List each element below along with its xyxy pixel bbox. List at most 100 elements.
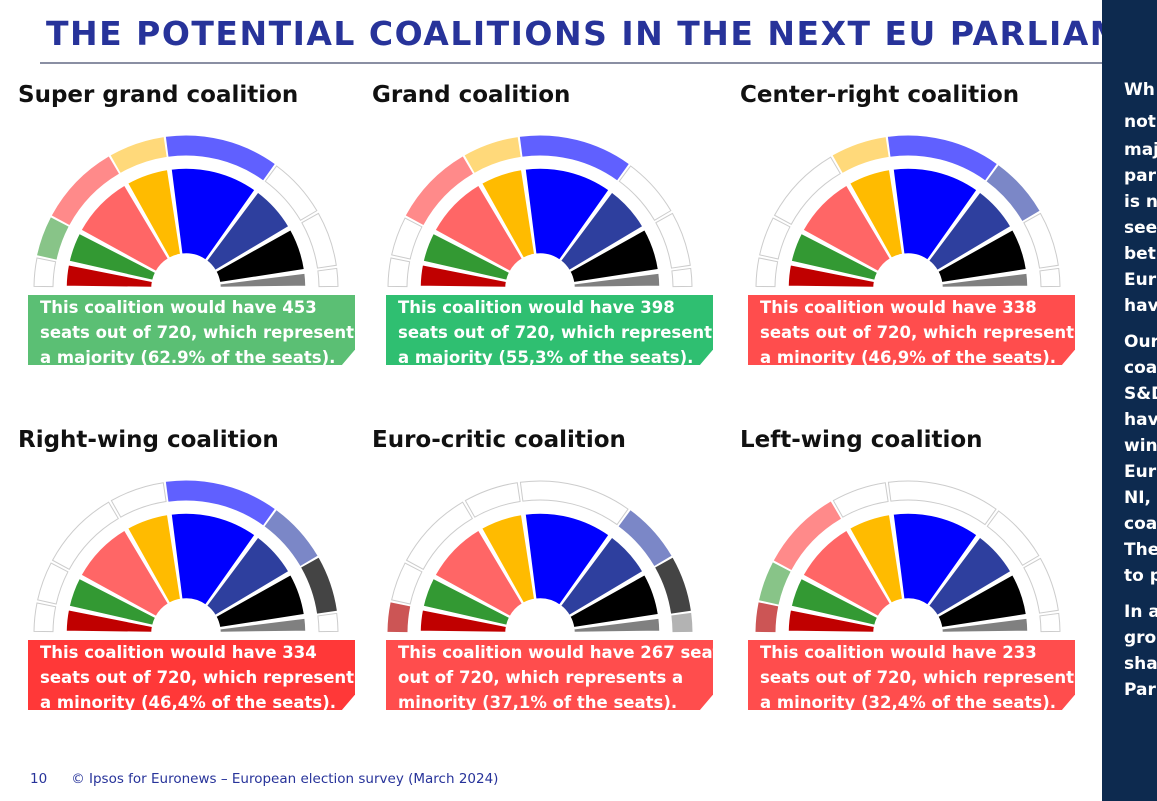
- coalition-panel: Left-wing coalition This coalition would …: [740, 427, 1080, 757]
- coalition-result-box: This coalition would have 453 seats out o…: [28, 295, 355, 365]
- seat-wedge-left: [65, 263, 154, 289]
- sidebar-line: not: [1124, 112, 1156, 132]
- seat-wedge-ni: [572, 617, 661, 634]
- seat-wedge-id: [214, 228, 306, 284]
- sidebar-line: coa: [1124, 358, 1157, 378]
- seat-wedge-epp: [892, 512, 979, 607]
- sidebar-line: coa: [1124, 514, 1157, 534]
- coalition-ring-id: [655, 557, 691, 614]
- seat-wedge-ecr: [927, 190, 1013, 272]
- seat-wedge-ecr: [205, 535, 291, 617]
- coalition-ring-id: [1023, 212, 1059, 269]
- coalition-result-line: This coalition would have 267 seats: [398, 643, 731, 662]
- sidebar-line: hav: [1124, 296, 1157, 316]
- seat-wedge-sd: [79, 528, 170, 618]
- coalition-ring-renew: [464, 482, 521, 518]
- coalition-ring-epp: [887, 135, 997, 181]
- coalition-result-line: a minority (46,4% of the seats).: [40, 693, 337, 712]
- coalition-ring-greens: [759, 562, 791, 605]
- coalition-result-line: out of 720, which represents a: [398, 668, 684, 687]
- coalition-ring-epp: [165, 135, 275, 181]
- seat-wedge-sd: [801, 528, 892, 618]
- seat-wedge-greens: [68, 232, 157, 282]
- seat-wedge-ni: [218, 272, 307, 289]
- seat-wedge-left: [419, 608, 508, 634]
- sidebar-line: Eur: [1124, 462, 1157, 482]
- coalition-result-line: a minority (46,9% of the seats).: [760, 348, 1057, 367]
- sidebar-line: is n: [1124, 192, 1157, 212]
- coalition-result-line: seats out of 720, which represents: [760, 668, 1084, 687]
- coalition-ring-epp: [519, 480, 629, 526]
- seat-wedge-left: [419, 263, 508, 289]
- seat-wedge-greens: [790, 232, 879, 282]
- sidebar-line: bet: [1124, 244, 1156, 264]
- coalition-ring-ni: [671, 612, 693, 633]
- seat-wedge-sd: [79, 183, 170, 273]
- coalition-result-box: This coalition would have 338 seats out o…: [748, 295, 1075, 365]
- coalition-result-box: This coalition would have 233 seats out o…: [748, 640, 1075, 710]
- coalition-ring-sd: [405, 156, 473, 226]
- coalition-ring-ecr: [264, 165, 318, 221]
- coalition-ring-ecr: [986, 510, 1040, 566]
- seat-wedge-left: [787, 263, 876, 289]
- coalition-ring-ecr: [618, 165, 672, 221]
- coalition-panel: Grand coalition This coalition would have…: [372, 82, 713, 412]
- coalition-panel: Center-right coalition This coalition wou…: [740, 82, 1080, 412]
- coalition-ring-id: [655, 212, 691, 269]
- sidebar-line: maj: [1124, 140, 1157, 160]
- seat-wedge-ecr: [559, 535, 645, 617]
- coalition-ring-greens: [37, 217, 69, 260]
- seat-wedge-epp: [524, 167, 611, 262]
- seat-wedge-id: [936, 573, 1028, 629]
- coalition-ring-greens: [759, 217, 791, 260]
- coalition-result-line: This coalition would have 334: [40, 643, 317, 662]
- coalition-ring-left: [387, 257, 411, 288]
- seat-wedge-sd: [801, 183, 892, 273]
- seat-wedge-left: [65, 608, 154, 634]
- coalition-ring-ni: [317, 267, 339, 288]
- sidebar-line: sha: [1124, 654, 1157, 674]
- coalition-ring-id: [301, 212, 337, 269]
- coalition-ring-sd: [773, 156, 841, 226]
- source-credit: © Ipsos for Euronews – European election…: [71, 771, 499, 787]
- hemicycle-chart: [33, 135, 339, 289]
- coalition-ring-left: [33, 257, 57, 288]
- coalition-ring-epp: [887, 480, 997, 526]
- seat-wedge-id: [936, 228, 1028, 284]
- seat-wedge-ni: [572, 272, 661, 289]
- seat-wedge-id: [214, 573, 306, 629]
- coalition-result-line: a minority (32,4% of the seats).: [760, 693, 1057, 712]
- seat-wedge-greens: [422, 577, 511, 627]
- coalition-result-line: a majority (55,3% of the seats).: [398, 348, 694, 367]
- coalition-result-line: a majority (62.9% of the seats).: [40, 348, 336, 367]
- coalition-result-line: seats out of 720, which represents: [40, 668, 364, 687]
- seat-wedge-greens: [790, 577, 879, 627]
- seat-wedge-ecr: [927, 535, 1013, 617]
- sidebar-line: to p: [1124, 566, 1157, 586]
- coalition-ring-id: [301, 557, 337, 614]
- seat-wedge-left: [787, 608, 876, 634]
- coalition-ring-renew: [464, 137, 521, 173]
- sidebar-line: The: [1124, 540, 1157, 560]
- hemicycle-chart: [387, 135, 693, 289]
- seat-wedge-ecr: [205, 190, 291, 272]
- seat-wedge-greens: [422, 232, 511, 282]
- coalition-result-line: seats out of 720, which represents: [760, 323, 1084, 342]
- coalition-result-line: This coalition would have 453: [40, 298, 317, 317]
- seat-wedge-renew: [480, 168, 536, 260]
- coalition-result-box: This coalition would have 398 seats out o…: [386, 295, 713, 365]
- coalition-ring-ni: [317, 612, 339, 633]
- seat-wedge-greens: [68, 577, 157, 627]
- coalition-ring-greens: [391, 562, 423, 605]
- sidebar-line: NI,: [1124, 488, 1152, 508]
- seat-wedge-epp: [892, 167, 979, 262]
- coalition-ring-sd: [773, 501, 841, 571]
- coalition-result-box: This coalition would have 267 seats out o…: [386, 640, 713, 710]
- coalition-ring-left: [755, 602, 779, 633]
- seat-wedge-id: [568, 228, 660, 284]
- seat-wedge-ni: [940, 617, 1029, 634]
- coalition-ring-ni: [671, 267, 693, 288]
- seat-wedge-sd: [433, 528, 524, 618]
- seat-wedge-epp: [524, 512, 611, 607]
- sidebar-line: hav: [1124, 410, 1157, 430]
